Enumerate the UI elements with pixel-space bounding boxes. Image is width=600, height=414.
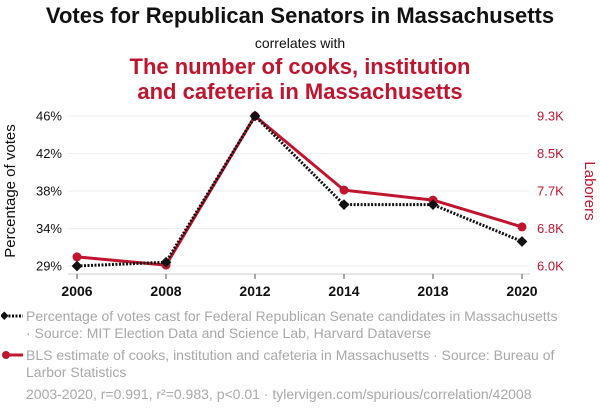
legend-label-cooks: BLS estimate of cooks, institution and c… [26, 347, 555, 380]
right-tick-label: 6.8K [537, 221, 564, 236]
data-point-cooks [517, 222, 527, 232]
subtitle-line-2: and cafeteria in Massachusetts [137, 79, 463, 104]
chart-title: Votes for Republican Senators in Massach… [45, 3, 555, 28]
gridlines [68, 115, 530, 267]
x-tick-label: 2020 [506, 283, 537, 299]
correlation-footer: 2003-2020, r=0.991, r²=0.983, p<0.01 · t… [26, 386, 532, 402]
data-point-votes [516, 236, 528, 247]
subtitle-line-1: The number of cooks, institution [129, 54, 471, 79]
x-axis-ticks: 2006 2008 2012 2014 2018 2020 [61, 274, 538, 299]
data-point-votes [427, 199, 439, 211]
connector-text: correlates with [254, 35, 346, 51]
right-axis-label: Laborers [581, 161, 598, 220]
data-point-votes [338, 199, 350, 211]
data-point-votes [71, 260, 83, 272]
series-line-votes [76, 113, 523, 268]
right-axis-ticks: 9.3K 8.5K 7.7K 6.8K 6.0K [537, 109, 564, 274]
left-tick-label: 42% [36, 146, 62, 161]
legend-diamond-dotted-icon [1, 311, 23, 320]
right-tick-label: 7.7K [537, 184, 564, 199]
left-tick-label: 29% [36, 259, 62, 274]
legend-label-votes: Percentage of votes cast for Federal Rep… [26, 308, 558, 341]
legend-item-cooks: BLS estimate of cooks, institution and c… [2, 347, 566, 381]
x-tick-label: 2018 [417, 283, 448, 299]
right-tick-label: 9.3K [537, 109, 564, 124]
line-chart: 2006 2008 2012 2014 2018 2020 46% 42% 38% 34% 29%… [2, 109, 598, 300]
x-tick-label: 2008 [150, 283, 181, 299]
left-axis-label: Percentage of votes [2, 124, 19, 257]
x-tick-label: 2014 [328, 283, 359, 299]
chart-subtitle: The number of cooks, institution and caf… [0, 54, 600, 104]
left-axis-ticks: 46% 42% 38% 34% 29% [36, 109, 62, 274]
data-point-votes [160, 256, 172, 268]
right-tick-label: 8.5K [537, 146, 564, 161]
data-point-cooks [72, 252, 82, 262]
left-tick-label: 38% [36, 184, 62, 199]
right-tick-label: 6.0K [537, 259, 564, 274]
legend-circle-line-icon [2, 351, 23, 359]
legend-item-votes: Percentage of votes cast for Federal Rep… [1, 308, 566, 342]
data-point-cooks [339, 185, 349, 195]
left-tick-label: 46% [36, 109, 62, 124]
x-tick-label: 2006 [61, 283, 92, 299]
x-tick-label: 2012 [239, 283, 270, 299]
left-tick-label: 34% [36, 221, 62, 236]
